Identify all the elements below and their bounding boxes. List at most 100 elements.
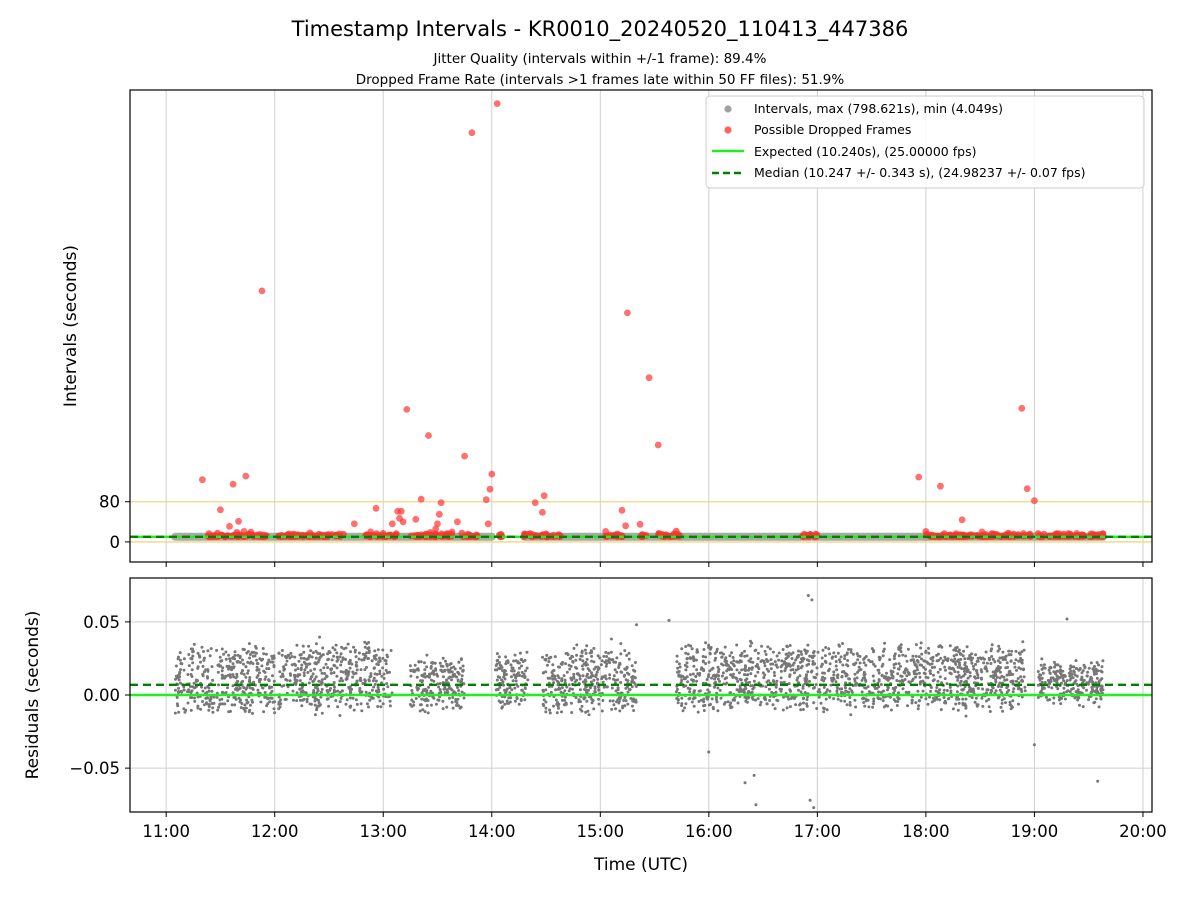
residual-point-364: [246, 660, 250, 664]
residual-point-1805: [987, 697, 991, 701]
residual-point-274: [224, 691, 228, 694]
residual-point-2378: [756, 670, 760, 674]
residual-point-2869: [867, 690, 871, 694]
residual-point-125: [248, 653, 252, 656]
residual-point-2216: [748, 680, 751, 684]
residual-point-3037: [1097, 705, 1101, 709]
dropped-frame-point-638: [624, 309, 631, 317]
residual-point-1572: [1007, 649, 1011, 653]
residual-point-2203: [972, 667, 976, 671]
residual-point-2227: [743, 649, 746, 653]
residual-point-169: [239, 706, 243, 710]
residual-point-2330: [854, 705, 858, 709]
residuals-y-tick-label-2: 0.05: [83, 613, 120, 632]
residual-point-268: [231, 673, 235, 677]
residual-point-940: [429, 689, 433, 693]
residual-point-475: [307, 681, 311, 685]
residual-point-208: [174, 688, 177, 692]
residual-point-60: [190, 668, 194, 672]
residual-point-543: [372, 685, 376, 689]
residual-point-378: [200, 685, 203, 689]
residual-point-994: [448, 675, 452, 679]
residual-point-1006: [425, 665, 429, 669]
residual-point-875: [409, 674, 413, 678]
residual-point-2656: [907, 680, 911, 684]
residual-point-1481: [542, 671, 545, 675]
residual-point-2103: [699, 698, 703, 702]
residual-point-1838: [685, 661, 689, 665]
dropped-frame-point-614: [403, 406, 411, 413]
residual-point-2826: [675, 654, 679, 658]
dropped-frame-point-626: [468, 129, 476, 137]
residual-point-1866: [714, 680, 718, 684]
residual-point-2719: [802, 657, 806, 661]
residual-point-847: [460, 690, 464, 694]
residual-point-2643: [815, 666, 819, 670]
residual-point-1508: [574, 658, 578, 662]
residual-point-3026: [1081, 705, 1085, 709]
residual-point-408: [333, 648, 337, 652]
residual-point-2644: [679, 674, 683, 678]
residual-point-2774: [963, 661, 967, 665]
residual-point-2805: [985, 669, 989, 673]
residual-point-454: [365, 702, 369, 706]
residual-point-1428: [569, 676, 573, 680]
residual-point-1616: [812, 651, 815, 655]
residual-point-984: [413, 663, 417, 667]
residual-point-1283: [596, 677, 600, 681]
residual-point-530: [349, 650, 352, 654]
residual-point-1019: [420, 674, 424, 677]
residual-point-750: [291, 698, 295, 702]
residual-point-2336: [897, 647, 901, 651]
residual-point-2331: [790, 657, 794, 660]
residual-point-2765: [1020, 679, 1024, 683]
residual-point-525: [277, 695, 281, 699]
residual-point-784: [355, 664, 359, 668]
residual-point-806: [346, 672, 350, 676]
residual-point-2855: [895, 679, 899, 682]
residual-point-622: [360, 658, 364, 662]
residual-point-2177: [877, 671, 881, 675]
residual-point-2214: [701, 667, 705, 671]
residual-point-2143: [951, 707, 955, 711]
residual-point-1277: [605, 655, 609, 658]
residual-point-2357: [912, 658, 916, 662]
residual-point-1813: [997, 644, 1001, 648]
residual-point-1718: [832, 697, 836, 701]
residual-point-951: [414, 697, 418, 700]
residual-point-13: [193, 699, 197, 703]
residual-point-759: [299, 656, 303, 660]
residual-point-2536: [890, 670, 894, 674]
residual-point-1419: [596, 654, 600, 658]
residual-point-2455: [777, 658, 781, 662]
residual-point-3081: [1049, 676, 1053, 680]
residual-point-370: [219, 659, 223, 663]
residual-point-2877: [1078, 703, 1081, 707]
residual-point-1377: [601, 680, 605, 684]
residual-point-248: [262, 669, 266, 673]
residual-point-3132: [743, 781, 747, 785]
residual-point-1146: [495, 668, 499, 672]
residual-point-2522: [839, 699, 843, 703]
residual-point-2998: [1087, 666, 1091, 670]
residual-point-2760: [915, 672, 919, 676]
dropped-frame-point-364: [655, 530, 663, 537]
residual-point-2737: [956, 684, 960, 688]
residual-point-2842: [966, 657, 970, 661]
residual-point-2567: [872, 679, 876, 683]
residual-point-1287: [621, 706, 625, 710]
intervals-y-axis-label: Intervals (seconds): [61, 245, 81, 407]
residual-point-823: [340, 689, 344, 693]
residual-point-2429: [750, 641, 754, 645]
residual-point-1350: [557, 676, 561, 680]
residual-point-71: [229, 675, 233, 679]
residual-point-783: [284, 697, 288, 701]
residual-point-270: [231, 684, 235, 688]
residual-point-2034: [976, 656, 980, 660]
residual-point-1175: [622, 699, 626, 702]
residual-point-2515: [872, 650, 875, 654]
residual-point-2430: [767, 669, 771, 673]
residual-point-801: [361, 682, 365, 685]
residual-point-1124: [509, 663, 513, 667]
residual-point-1819: [704, 641, 708, 645]
